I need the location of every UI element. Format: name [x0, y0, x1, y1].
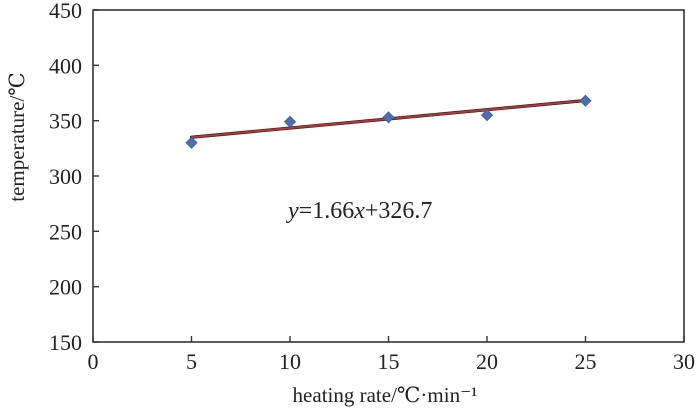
ticks-layer: 0 5 10 15 20 25 30 150 200 250 300 350 400 450: [49, 0, 695, 374]
x-tick-label: 20: [476, 349, 498, 374]
x-axis-label: heating rate/℃·min⁻¹: [293, 383, 478, 407]
y-axis-label: temperature/℃: [5, 72, 29, 202]
axes-layer: [92, 9, 685, 343]
x-tick-label: 5: [186, 349, 197, 374]
x-tick-label: 30: [673, 349, 695, 374]
y-tick-label: 250: [49, 219, 82, 244]
y-tick-label: 350: [49, 109, 82, 134]
fit-equation-annotation: y=1.66x+326.7: [286, 198, 432, 224]
data-point: [382, 111, 395, 124]
equation-part: y: [286, 198, 299, 224]
x-tick-label: 25: [575, 349, 597, 374]
data-point: [579, 94, 592, 107]
equation-part: +326.7: [365, 198, 433, 224]
x-tick-label: 10: [279, 349, 301, 374]
y-tick-label: 150: [49, 330, 82, 355]
y-tick-label: 300: [49, 164, 82, 189]
equation-part: =1.66: [299, 198, 355, 224]
y-tick-label: 400: [49, 53, 82, 78]
data-point: [283, 115, 297, 128]
y-tick-label: 450: [49, 0, 82, 23]
equation-part: x: [353, 198, 365, 224]
x-tick-label: 15: [378, 349, 400, 374]
data-point: [185, 136, 198, 149]
data-points-layer: [185, 94, 592, 149]
data-point: [480, 109, 494, 122]
x-tick-label: 0: [88, 349, 99, 374]
plot-frame: [92, 9, 685, 343]
y-tick-label: 200: [49, 275, 82, 300]
